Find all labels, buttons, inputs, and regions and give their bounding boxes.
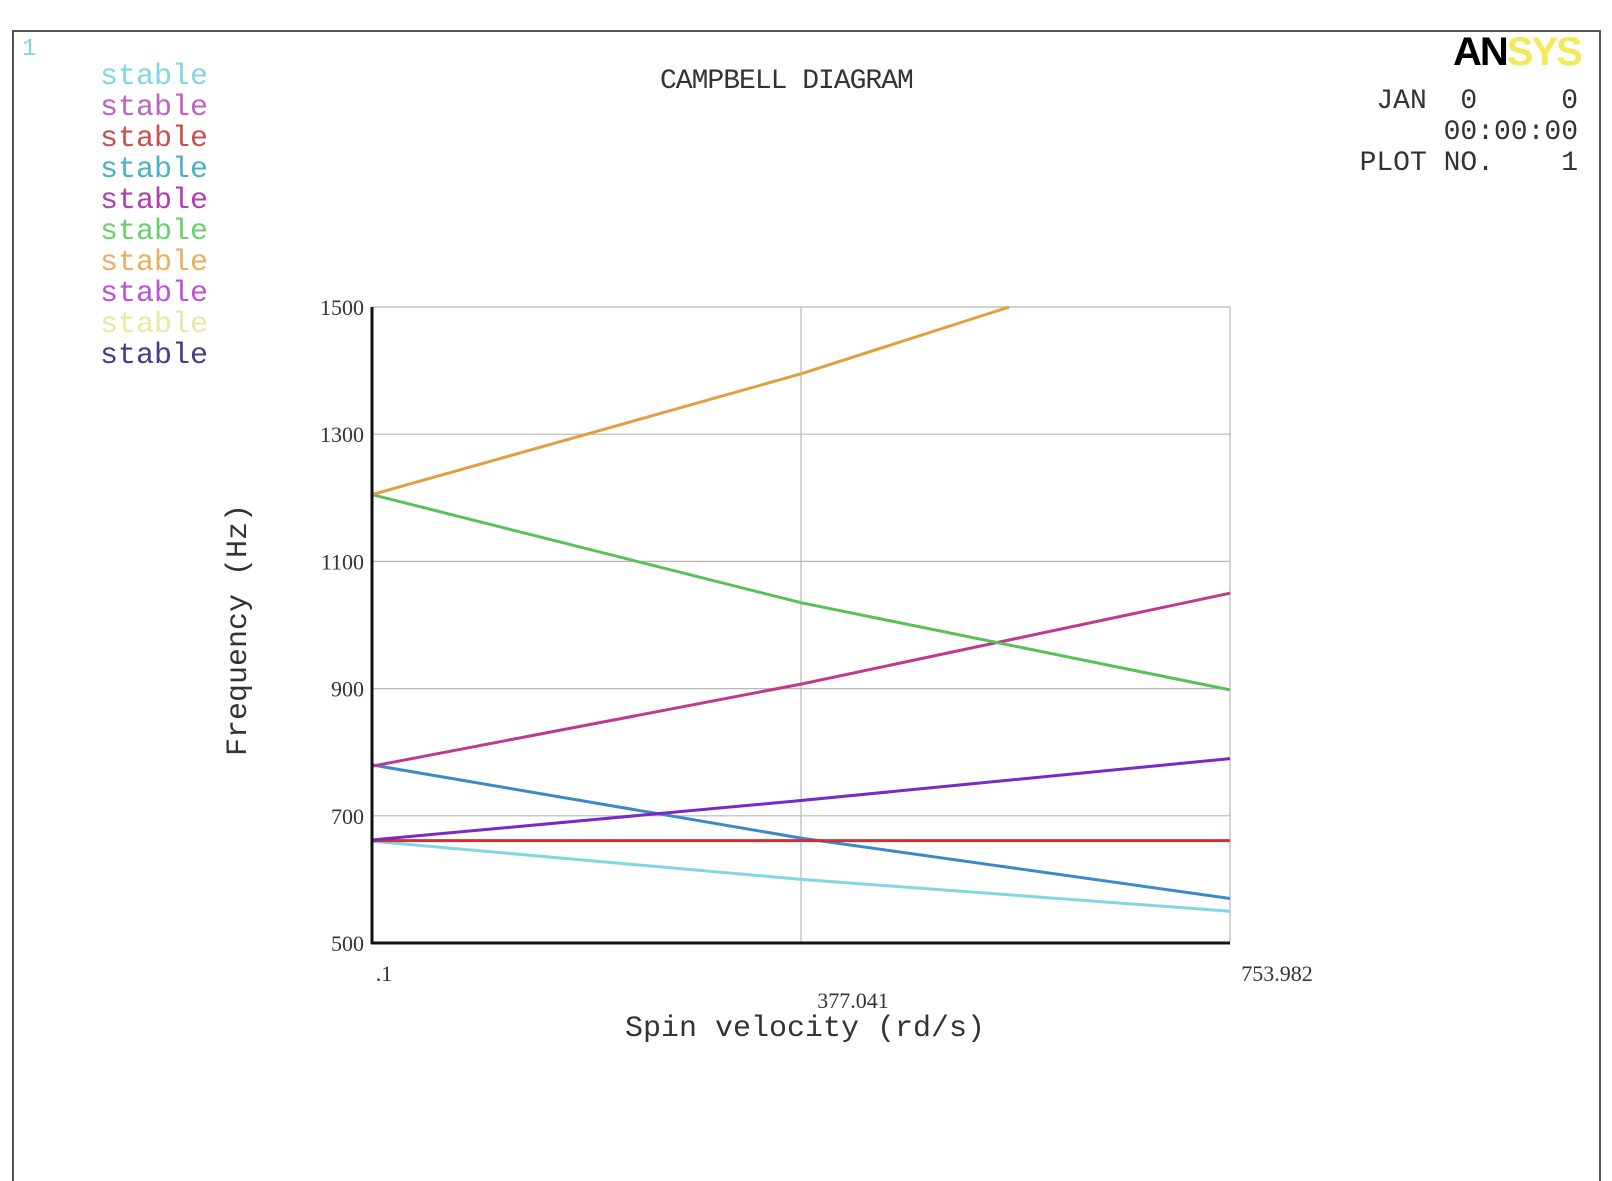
series-line bbox=[371, 757, 1231, 842]
y-tick-label: 1500 bbox=[320, 295, 364, 320]
legend-item: stable bbox=[100, 60, 209, 94]
x-tick-label: 753.982 bbox=[1241, 961, 1313, 986]
y-axis-title: Frequency (Hz) bbox=[222, 504, 256, 756]
legend-item: stable bbox=[100, 91, 209, 125]
legend: stable stable stable stable stable stable stab… bbox=[100, 62, 208, 372]
series-line bbox=[371, 763, 1231, 900]
legend-item: stable bbox=[100, 308, 209, 342]
series-line bbox=[371, 305, 1010, 497]
y-tick-label: 700 bbox=[331, 804, 364, 829]
legend-item: stable bbox=[100, 153, 209, 187]
y-tick-label: 1300 bbox=[320, 422, 364, 447]
legend-item: stable bbox=[100, 122, 209, 156]
legend-item: stable bbox=[100, 184, 209, 218]
ansys-logo: ANSYS bbox=[1453, 30, 1583, 75]
chart-title: CAMPBELL DIAGRAM bbox=[660, 66, 914, 97]
series-line bbox=[371, 493, 1231, 692]
brand-sys: SYS bbox=[1506, 30, 1583, 74]
legend-item: stable bbox=[100, 277, 209, 311]
plot-index: 1 bbox=[22, 36, 37, 63]
x-tick-label: .1 bbox=[376, 961, 393, 986]
y-tick-label: 900 bbox=[331, 677, 364, 702]
legend-item: stable bbox=[100, 339, 209, 373]
series-line bbox=[371, 591, 1231, 768]
brand-an: AN bbox=[1453, 30, 1509, 74]
legend-item: stable bbox=[100, 246, 209, 280]
date-line: JAN 0 0 bbox=[1376, 86, 1578, 117]
plot-frame bbox=[12, 30, 1601, 1181]
plot-info: JAN 0 0 00:00:00 PLOT NO. 1 bbox=[1360, 86, 1578, 179]
legend-item: stable bbox=[100, 215, 209, 249]
time-line: 00:00:00 bbox=[1443, 117, 1578, 148]
x-axis-title: Spin velocity (rd/s) bbox=[625, 1012, 985, 1046]
y-tick-label: 1100 bbox=[321, 549, 364, 574]
x-tick-label: 377.041 bbox=[817, 988, 889, 1013]
plot-number-line: PLOT NO. 1 bbox=[1359, 148, 1578, 179]
y-tick-label: 500 bbox=[331, 931, 364, 956]
series-line bbox=[371, 839, 1231, 913]
